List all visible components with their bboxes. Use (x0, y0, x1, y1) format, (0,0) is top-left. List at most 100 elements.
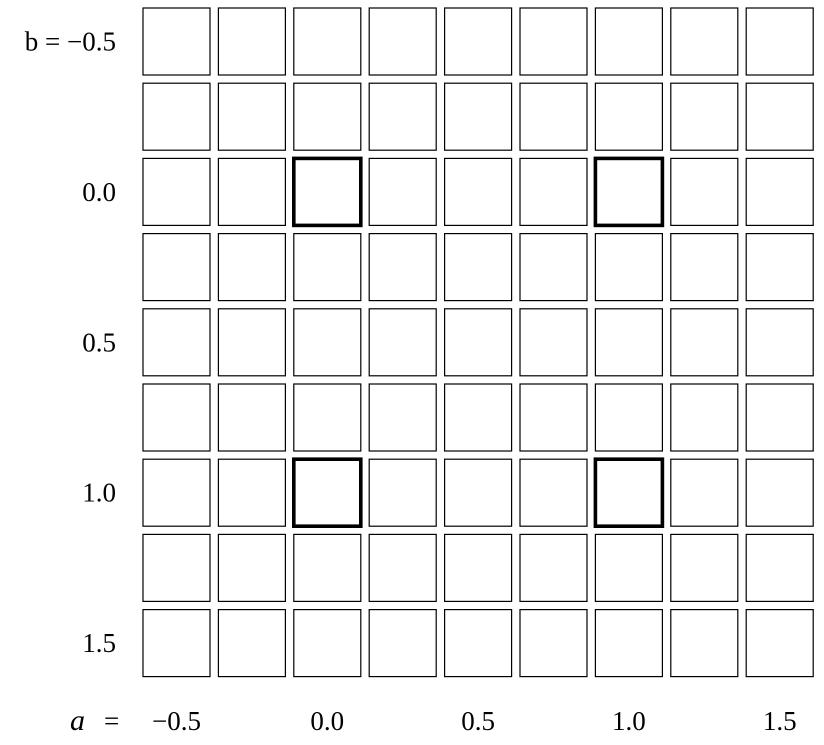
cell-plot (670, 157, 739, 226)
column-axis: a = (70, 704, 119, 737)
cell-plot (444, 308, 513, 377)
cell-plot (142, 233, 211, 302)
cell-plot (670, 308, 739, 377)
cell-plot (594, 308, 664, 377)
cell-frame (293, 533, 362, 603)
cell-frame (217, 458, 286, 527)
cell-frame (142, 458, 211, 527)
cell-plot (142, 608, 211, 678)
cell-frame (519, 458, 588, 527)
row-label: 1.5 (82, 628, 116, 658)
cell-frame (293, 233, 362, 302)
cell-plot (217, 157, 286, 226)
cell-frame (745, 233, 814, 302)
cell-frame (142, 7, 211, 76)
cell-frame (217, 82, 286, 151)
cell-plot (291, 156, 363, 228)
cell-plot (594, 533, 664, 603)
row-label: 0.0 (82, 177, 116, 207)
cell-frame (670, 7, 739, 76)
cell-frame (745, 82, 814, 151)
cell-frame (745, 458, 814, 527)
column-label: −0.5 (152, 706, 201, 736)
cell-plot (594, 82, 664, 151)
cell-plot (217, 7, 286, 76)
cell-plot (142, 157, 211, 226)
cell-frame (217, 383, 286, 452)
cell-frame (142, 608, 211, 678)
cell-plot (142, 383, 211, 452)
cell-frame (142, 82, 211, 151)
column-axis-variable: a (70, 704, 85, 737)
cell-frame (444, 82, 513, 151)
cell-frame (142, 233, 211, 302)
cell-plot (519, 533, 588, 603)
cell-plot (444, 458, 513, 527)
cell-frame (670, 383, 739, 452)
cell-frame (293, 308, 362, 377)
cell-frame (368, 533, 437, 603)
cell-frame (444, 533, 513, 603)
cell-plot (670, 233, 739, 302)
cell-frame (444, 383, 513, 452)
row-labels: b = −0.5 0.0 0.5 1.0 1.5 (25, 27, 116, 659)
cell-plot (519, 82, 588, 151)
cell-frame (368, 383, 437, 452)
cell-frame (745, 533, 814, 603)
cell-plot (593, 156, 665, 228)
cell-frame (368, 7, 437, 76)
cell-frame (368, 82, 437, 151)
cell-frame (293, 82, 362, 151)
cell-frame (519, 308, 588, 377)
cell-frame (594, 308, 664, 377)
column-axis-equals: = (104, 706, 119, 736)
cell-frame (519, 82, 588, 151)
cell-frame (594, 82, 664, 151)
highlighted-cell-frame (593, 156, 665, 228)
cell-plot (745, 157, 814, 226)
cell-plot (217, 608, 286, 678)
cell-frame (368, 608, 437, 678)
cell-plot (293, 233, 362, 302)
column-label: 1.0 (612, 706, 646, 736)
cell-frame (293, 383, 362, 452)
cell-plot (293, 82, 362, 151)
row-label: b = −0.5 (25, 27, 116, 57)
cell-plot (293, 608, 362, 678)
cell-plot (745, 533, 814, 603)
cell-frame (368, 157, 437, 226)
cell-plot (745, 308, 814, 377)
cell-plot (519, 157, 588, 226)
column-label: 0.5 (461, 706, 495, 736)
column-labels: −0.5 0.0 0.5 1.0 1.5 (152, 706, 797, 736)
cell-plot (670, 533, 739, 603)
column-label: 1.5 (763, 706, 797, 736)
cell-frame (745, 608, 814, 678)
cell-plot (142, 533, 211, 603)
cell-frame (670, 533, 739, 603)
column-label: 0.0 (310, 706, 344, 736)
cell-frame (217, 308, 286, 377)
cell-frame (519, 608, 588, 678)
cell-plot (444, 157, 513, 226)
cell-plot (594, 7, 664, 76)
cell-frame (217, 157, 286, 226)
cell-frame (670, 233, 739, 302)
cell-frame (670, 82, 739, 151)
cell-plot (142, 82, 211, 151)
cell-frame (594, 7, 664, 76)
cell-plot (593, 457, 665, 529)
cell-plot (293, 533, 362, 603)
cell-plot (217, 233, 286, 302)
cell-plot (519, 608, 588, 678)
cell-plot (670, 458, 739, 527)
cell-plot (291, 457, 363, 529)
cell-frame (519, 157, 588, 226)
cell-frame (444, 458, 513, 527)
cell-frame (444, 608, 513, 678)
cell-frame (368, 233, 437, 302)
cell-frame (368, 458, 437, 527)
cell-frame (368, 308, 437, 377)
cell-frame (670, 608, 739, 678)
cell-plot (745, 383, 814, 452)
